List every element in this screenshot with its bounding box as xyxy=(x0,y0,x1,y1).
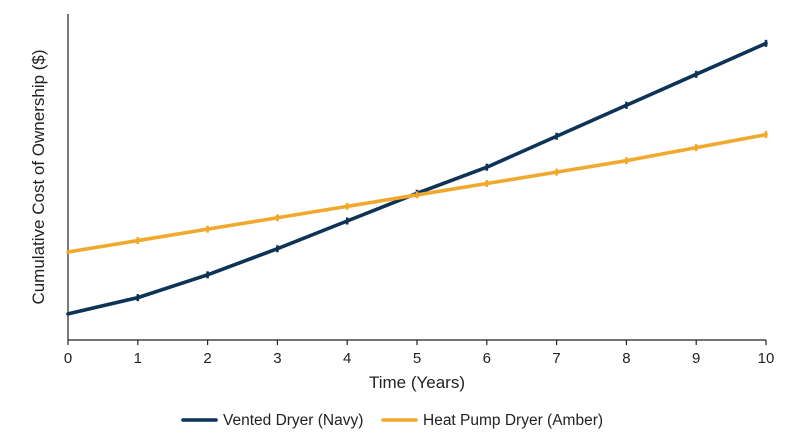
x-tick-label-9: 9 xyxy=(692,350,700,367)
x-tick-label-4: 4 xyxy=(343,350,351,367)
x-tick-label-6: 6 xyxy=(483,350,491,367)
x-tick-label-5: 5 xyxy=(413,350,421,367)
series-lines xyxy=(66,41,768,316)
axes xyxy=(67,14,766,341)
legend-label-1: Heat Pump Dryer (Amber) xyxy=(423,412,603,429)
x-tick-label-1: 1 xyxy=(134,350,142,367)
series-markers xyxy=(136,39,768,302)
x-tick-label-0: 0 xyxy=(64,350,72,367)
legend: Vented Dryer (Navy) Heat Pump Dryer (Ambe… xyxy=(181,412,603,429)
y-axis-label: Cumulative Cost of Ownership ($) xyxy=(29,49,48,304)
x-tick-label-10: 10 xyxy=(758,350,775,367)
series-line-0 xyxy=(66,41,768,316)
x-tick-label-2: 2 xyxy=(203,350,211,367)
x-tick-label-7: 7 xyxy=(552,350,560,367)
x-axis-label: Time (Years) xyxy=(369,373,465,392)
legend-label-0: Vented Dryer (Navy) xyxy=(223,412,363,429)
x-ticks: 0 1 2 3 4 5 6 7 8 9 10 xyxy=(64,340,775,367)
x-tick-label-8: 8 xyxy=(622,350,630,367)
x-tick-label-3: 3 xyxy=(273,350,281,367)
